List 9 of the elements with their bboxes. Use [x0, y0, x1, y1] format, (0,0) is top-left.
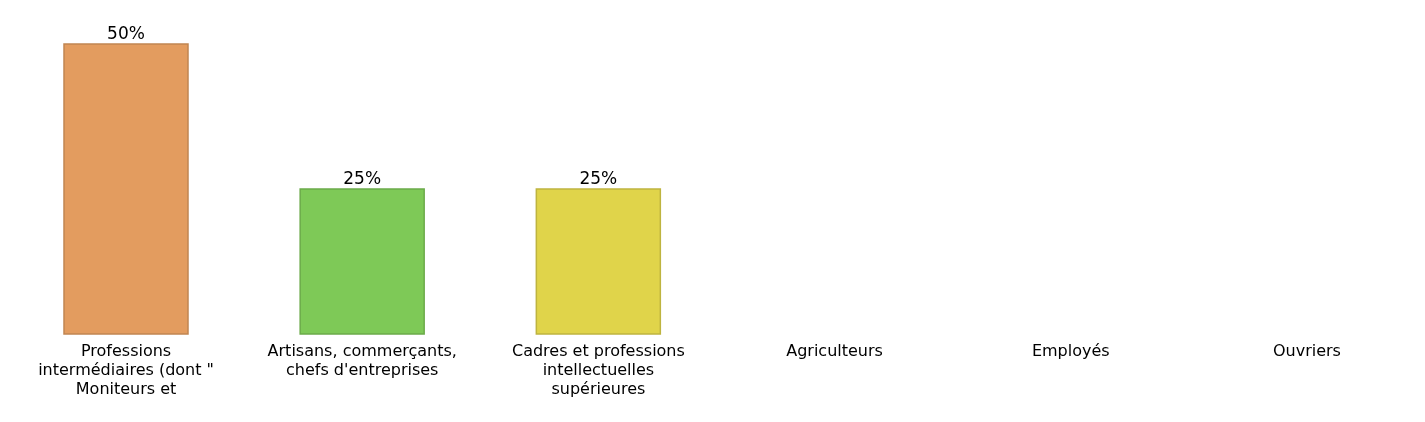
- x-tick-label: Artisans, commerçants, chefs d'entreprises: [267, 341, 457, 379]
- data-label: 25%: [579, 168, 618, 188]
- data-label: 25%: [343, 168, 382, 188]
- data-label: 50%: [107, 23, 145, 43]
- x-tick-label: Ouvriers: [1272, 341, 1341, 360]
- x-tick-label: Employés: [1031, 341, 1110, 360]
- x-tick-label: Cadres et professions intellectuelles supérieures: [511, 341, 685, 398]
- x-tick-label: Professions intermédiaires (dont " Moniteurs et: [38, 341, 214, 398]
- x-tick-label: Agriculteurs: [786, 341, 883, 360]
